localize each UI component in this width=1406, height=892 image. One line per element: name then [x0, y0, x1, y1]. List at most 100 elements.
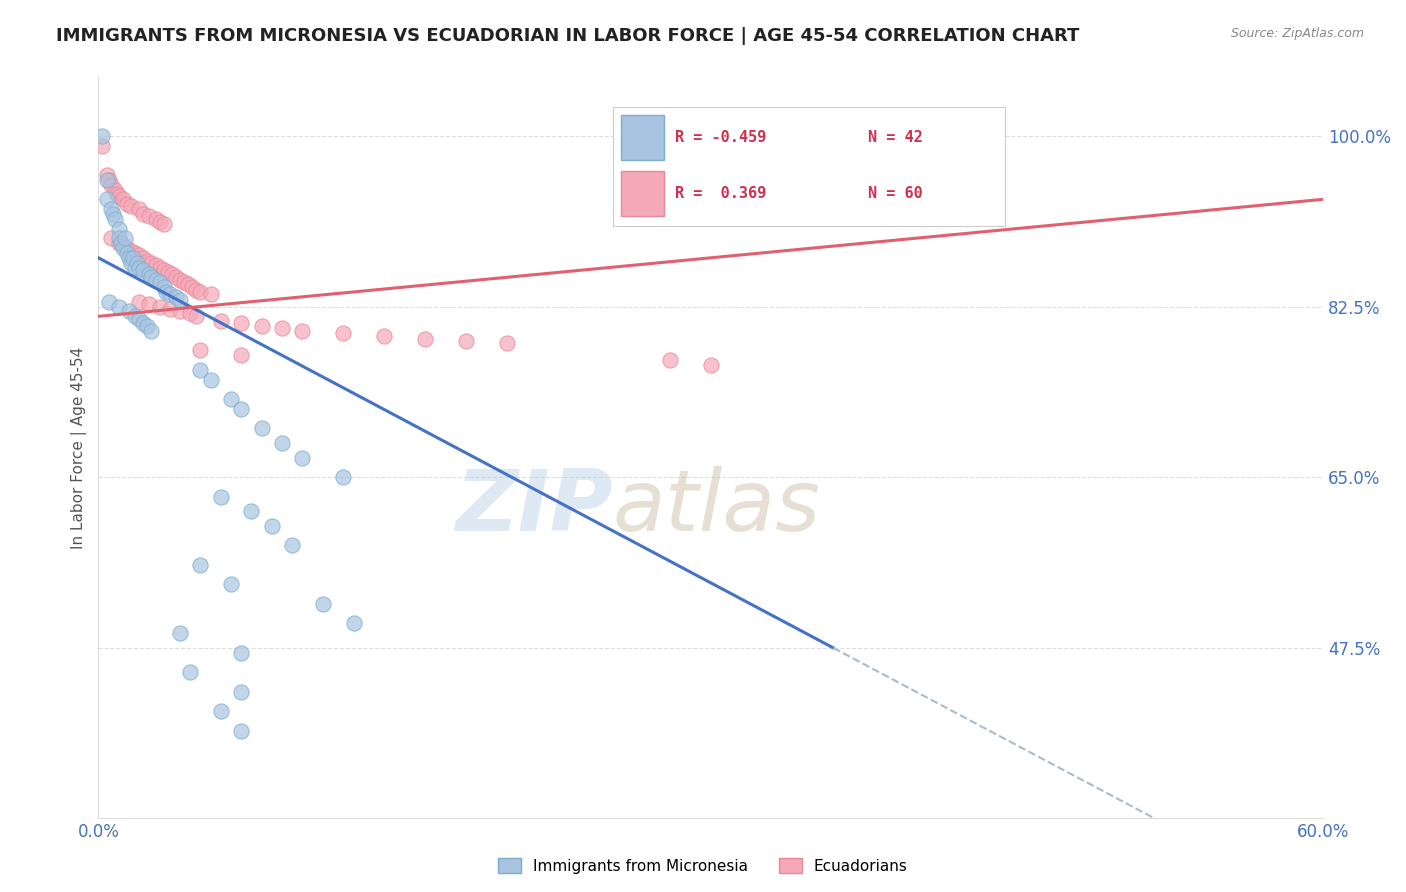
Point: [145, 258, 167, 272]
Point: [373, 328, 395, 343]
Point: [149, 260, 172, 275]
Point: [128, 202, 150, 216]
Point: [124, 310, 146, 324]
Point: [124, 260, 146, 275]
Point: [250, 421, 273, 435]
Point: [165, 270, 187, 285]
Point: [231, 401, 253, 416]
Point: [115, 197, 138, 211]
Point: [124, 246, 146, 260]
Point: [181, 280, 204, 294]
Point: [281, 538, 304, 552]
Point: [177, 277, 200, 292]
Point: [219, 577, 242, 591]
Point: [231, 723, 253, 738]
Point: [100, 178, 122, 192]
Point: [132, 316, 155, 330]
Point: [107, 189, 129, 203]
Point: [105, 187, 128, 202]
Y-axis label: In Labor Force | Age 45-54: In Labor Force | Age 45-54: [72, 347, 87, 549]
Point: [152, 263, 174, 277]
Point: [128, 248, 150, 262]
Point: [173, 275, 195, 289]
Point: [169, 626, 191, 640]
Point: [96, 168, 118, 182]
Point: [700, 358, 723, 372]
Point: [231, 316, 253, 330]
Point: [118, 304, 141, 318]
Point: [149, 215, 172, 229]
Point: [209, 704, 232, 718]
Point: [495, 335, 517, 350]
Point: [169, 293, 191, 307]
Point: [149, 275, 172, 289]
Point: [231, 348, 253, 362]
Text: Source: ZipAtlas.com: Source: ZipAtlas.com: [1230, 27, 1364, 40]
Point: [132, 263, 155, 277]
Point: [141, 324, 163, 338]
Point: [159, 302, 181, 317]
Text: IMMIGRANTS FROM MICRONESIA VS ECUADORIAN IN LABOR FORCE | AGE 45-54 CORRELATION : IMMIGRANTS FROM MICRONESIA VS ECUADORIAN…: [56, 27, 1080, 45]
Point: [100, 231, 122, 245]
Point: [104, 211, 127, 226]
Point: [291, 324, 314, 338]
Point: [111, 241, 134, 255]
Point: [186, 310, 208, 324]
Point: [413, 332, 436, 346]
Point: [160, 268, 183, 282]
Point: [169, 304, 191, 318]
Point: [152, 217, 174, 231]
Point: [155, 285, 177, 299]
Point: [107, 231, 129, 245]
Text: ZIP: ZIP: [456, 466, 613, 549]
Point: [107, 300, 129, 314]
Point: [110, 236, 132, 251]
Point: [138, 296, 160, 310]
Point: [190, 558, 212, 572]
Legend: Immigrants from Micronesia, Ecuadorians: Immigrants from Micronesia, Ecuadorians: [492, 852, 914, 880]
Point: [454, 334, 477, 348]
Point: [250, 319, 273, 334]
Point: [231, 646, 253, 660]
Point: [145, 211, 167, 226]
Point: [91, 128, 114, 143]
Point: [200, 373, 222, 387]
Point: [219, 392, 242, 407]
Point: [120, 256, 142, 270]
Point: [115, 241, 138, 255]
Point: [260, 519, 283, 533]
Point: [169, 273, 191, 287]
Point: [231, 684, 253, 698]
Point: [165, 290, 187, 304]
Point: [291, 450, 314, 465]
Point: [96, 192, 118, 206]
Point: [136, 319, 159, 334]
Point: [138, 268, 160, 282]
Point: [209, 490, 232, 504]
Point: [97, 173, 120, 187]
Point: [96, 173, 118, 187]
Point: [120, 199, 142, 213]
Point: [138, 209, 160, 223]
Point: [111, 192, 134, 206]
Point: [107, 221, 129, 235]
Point: [156, 265, 179, 279]
Point: [141, 256, 163, 270]
Point: [122, 251, 145, 265]
Text: atlas: atlas: [613, 466, 821, 549]
Point: [118, 251, 141, 265]
Point: [114, 231, 136, 245]
Point: [200, 286, 222, 301]
Point: [179, 306, 201, 320]
Point: [101, 207, 124, 221]
Point: [115, 246, 138, 260]
Point: [152, 280, 174, 294]
Point: [159, 286, 181, 301]
Point: [658, 353, 681, 368]
Point: [132, 251, 155, 265]
Point: [127, 256, 149, 270]
Point: [120, 244, 142, 258]
Point: [107, 236, 129, 251]
Point: [128, 294, 150, 309]
Point: [145, 273, 167, 287]
